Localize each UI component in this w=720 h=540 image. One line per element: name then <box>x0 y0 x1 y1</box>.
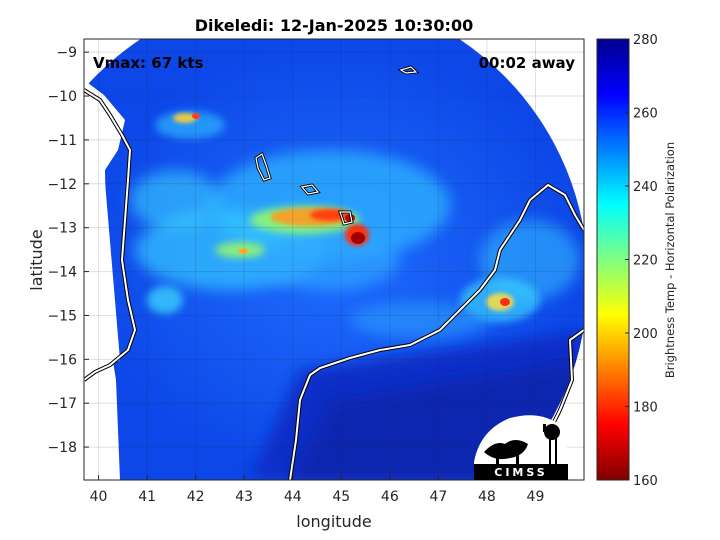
x-tick-label: 41 <box>138 489 156 505</box>
y-axis-label: latitude <box>27 229 46 290</box>
colorbar-tick-label: 220 <box>633 254 658 269</box>
brightness-swath <box>84 39 584 480</box>
x-tick-label: 44 <box>284 489 302 505</box>
no-data-mask <box>84 39 125 480</box>
x-tick-label: 45 <box>332 489 350 505</box>
x-tick-label: 48 <box>478 489 496 505</box>
x-tick-label: 40 <box>90 489 108 505</box>
y-tick-label: −15 <box>47 308 77 324</box>
y-tick-label: −10 <box>47 89 77 105</box>
y-tick-label: −16 <box>47 352 77 368</box>
y-axis-ticks: −9 −10 −11 −12 −13 −14 −15 −16 −17 −18 <box>47 45 89 456</box>
cimss-logo-text: CIMSS <box>494 466 547 479</box>
colorbar-label: Brightness Temp - Horizontal Polarizatio… <box>663 142 677 378</box>
axes-box <box>83 38 585 481</box>
x-axis-label: longitude <box>296 512 371 531</box>
y-tick-label: −17 <box>47 396 77 412</box>
y-tick-label: −12 <box>47 177 77 193</box>
y-tick-label: −11 <box>47 133 77 149</box>
x-axis-ticks: 40 41 42 43 44 45 46 47 48 49 <box>90 475 545 505</box>
time-away-annotation: 00:02 away <box>479 54 576 72</box>
x-tick-label: 42 <box>187 489 205 505</box>
vmax-annotation: Vmax: 67 kts <box>93 54 203 72</box>
colorbar <box>596 38 630 481</box>
y-tick-label: −14 <box>47 265 77 281</box>
grid <box>84 39 584 480</box>
cimss-logo: CIMSS <box>474 415 568 480</box>
y-tick-label: −13 <box>47 221 77 237</box>
x-tick-label: 46 <box>381 489 399 505</box>
colorbar-tick-label: 180 <box>633 401 658 416</box>
chart-title: Dikeledi: 12-Jan-2025 10:30:00 <box>195 16 473 35</box>
colorbar-tick-label: 160 <box>633 474 658 489</box>
x-tick-label: 49 <box>527 489 545 505</box>
colorbar-tick-label: 260 <box>633 107 658 122</box>
y-tick-label: −9 <box>56 45 77 61</box>
x-tick-label: 47 <box>429 489 447 505</box>
colorbar-tick-label: 200 <box>633 327 658 342</box>
colorbar-ticks: 160 180 200 220 240 260 280 <box>625 33 658 489</box>
colorbar-tick-label: 280 <box>633 33 658 48</box>
colorbar-tick-label: 240 <box>633 180 658 195</box>
x-tick-label: 43 <box>235 489 253 505</box>
y-tick-label: −18 <box>47 440 77 456</box>
